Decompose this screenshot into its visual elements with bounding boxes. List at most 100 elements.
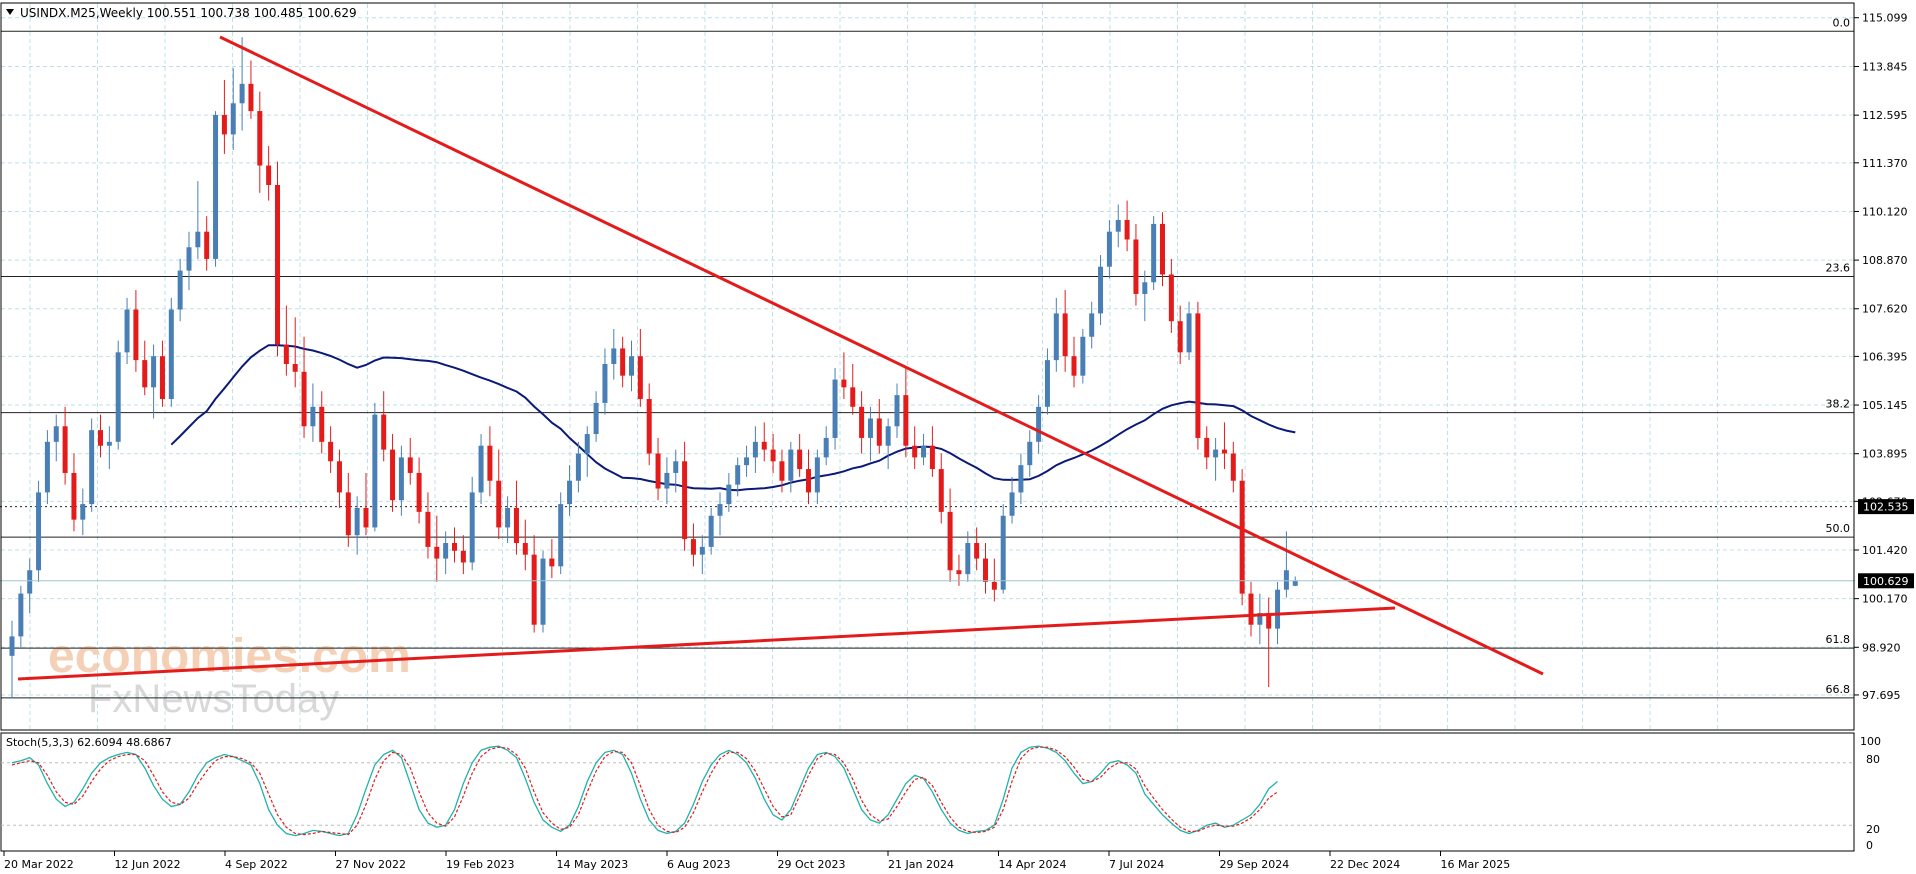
candle-body: [593, 402, 599, 435]
price-tick-label: 111.370: [1862, 157, 1908, 170]
candle-body: [195, 231, 201, 248]
watermark-line2: FxNewsToday: [88, 677, 339, 721]
support-trend-line[interactable]: [17, 606, 1396, 681]
time-label: 21 Jan 2024: [888, 858, 954, 871]
candle-body: [416, 472, 422, 512]
candle-body: [983, 558, 988, 582]
symbol-info: USINDX.M25,Weekly 100.551 100.738 100.48…: [20, 6, 357, 20]
candle-body: [319, 406, 325, 442]
candle-body: [478, 445, 484, 493]
collapse-triangle-icon[interactable]: [6, 9, 14, 15]
candle-body: [115, 352, 121, 442]
candle-body: [885, 426, 891, 446]
current-price-tag-text: 100.629: [1863, 575, 1909, 588]
candle-body: [469, 492, 475, 563]
candle-body: [301, 371, 307, 427]
candle-body: [434, 546, 440, 559]
fib-label: 61.8: [1826, 633, 1851, 646]
candle-body: [1213, 449, 1219, 458]
candles: [9, 37, 1298, 699]
candle-body: [354, 507, 360, 536]
time-label: 29 Oct 2023: [778, 858, 846, 871]
candle-body: [27, 570, 33, 594]
stochastic-label: Stoch(5,3,3) 62.6094 48.6867: [6, 736, 172, 749]
candle-body: [1177, 321, 1183, 353]
header: USINDX.M25,Weekly 100.551 100.738 100.48…: [6, 6, 357, 20]
price-tick-label: 98.920: [1862, 641, 1901, 654]
fib-label: 66.8: [1826, 683, 1851, 696]
candle-body: [452, 543, 457, 551]
time-label: 22 Dec 2024: [1330, 858, 1400, 871]
downtrend-line[interactable]: [219, 35, 1544, 676]
candle-body: [53, 426, 59, 442]
candle-body: [1089, 313, 1095, 337]
candle-body: [1257, 613, 1263, 625]
stoch-level-0: 0: [1866, 839, 1873, 852]
candle-body: [71, 472, 77, 520]
candle-body: [1053, 313, 1059, 361]
time-label: 12 Jun 2022: [115, 858, 181, 871]
candle-body: [275, 185, 280, 345]
candle-body: [1204, 437, 1210, 458]
candle-body: [770, 449, 776, 462]
candle-body: [345, 492, 351, 536]
candle-body: [1000, 515, 1006, 590]
candle-body: [620, 348, 626, 376]
fib-label: 23.6: [1826, 261, 1851, 274]
candle-body: [248, 83, 254, 112]
candle-body: [903, 395, 909, 446]
candle-body: [788, 449, 794, 481]
candle-body: [177, 270, 183, 310]
stochastic-signal-line: [11, 746, 1278, 836]
candle-body: [310, 406, 316, 427]
candle-body: [522, 543, 528, 555]
candle-body: [1168, 274, 1174, 322]
candle-body: [336, 461, 342, 493]
time-label: 7 Jul 2024: [1109, 858, 1164, 871]
candle-body: [1027, 441, 1033, 466]
candle-body: [398, 457, 404, 501]
candle-body: [735, 465, 741, 485]
candle-body: [1080, 336, 1086, 376]
candle-body: [1036, 406, 1042, 442]
candle-body: [823, 437, 829, 458]
candle-body: [1266, 613, 1272, 629]
price-tick-label: 103.895: [1862, 448, 1908, 461]
candle-body: [921, 445, 927, 458]
candle-body: [549, 558, 555, 567]
candle-body: [328, 441, 334, 462]
candle-body: [133, 309, 139, 361]
candle-body: [487, 445, 493, 481]
current-price-tag: [1858, 573, 1914, 589]
candle-body: [806, 469, 811, 493]
candle-body: [1283, 570, 1289, 590]
candle-body: [213, 114, 219, 259]
candle-body: [204, 231, 210, 259]
candle-body: [1186, 313, 1192, 353]
candle-body: [558, 504, 564, 567]
price-axis: 115.099 113.845 112.595 111.370 110.120 108.8…: [1854, 12, 1908, 702]
stochastic-grid: [1, 762, 1854, 826]
candle-body: [1248, 593, 1254, 625]
candle-body: [505, 507, 511, 528]
marked-level-tag: [1858, 499, 1914, 515]
candle-body: [1160, 223, 1165, 275]
candle-body: [1221, 449, 1227, 454]
candle-body: [1239, 480, 1245, 594]
candle-body: [726, 484, 732, 505]
fib-label: 38.2: [1826, 398, 1851, 411]
candle-body: [124, 309, 130, 353]
candle-body: [708, 515, 714, 547]
candle-body: [664, 472, 670, 489]
candle-body: [44, 441, 50, 493]
stoch-level-80: 80: [1866, 753, 1880, 766]
candle-body: [1142, 282, 1148, 294]
grid: [1, 4, 1854, 729]
candle-body: [575, 453, 581, 481]
candle-body: [1018, 465, 1024, 493]
candle-body: [1009, 492, 1015, 516]
time-label: 4 Sep 2022: [225, 858, 288, 871]
candle-body: [646, 399, 652, 454]
